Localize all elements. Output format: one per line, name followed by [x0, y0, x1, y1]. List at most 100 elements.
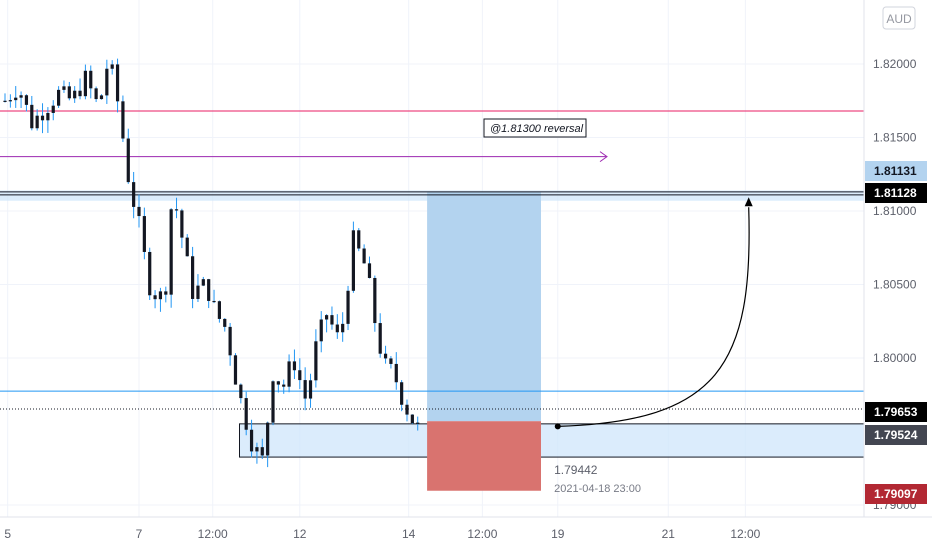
candle-body-10 — [57, 89, 61, 106]
price-badge-2 — [865, 402, 927, 422]
candle-body-17 — [94, 88, 98, 100]
time-tick-label-8: 12:00 — [730, 527, 760, 541]
time-axis-panel[interactable] — [0, 517, 932, 550]
candle-body-7 — [40, 115, 45, 121]
candle-body-6 — [35, 115, 39, 129]
candle-body-70 — [378, 323, 382, 354]
candle-body-8 — [46, 112, 50, 121]
price-badge-1 — [865, 183, 927, 203]
candle-body-36 — [196, 285, 200, 299]
time-tick-label-1: 7 — [136, 527, 143, 541]
candle-body-65 — [351, 230, 355, 291]
price-tick-label-1: 1.81500 — [873, 131, 917, 145]
position-info-price: 1.79442 — [554, 463, 598, 477]
price-tick-label-2: 1.81000 — [873, 204, 917, 218]
candle-body-21 — [115, 64, 120, 102]
price-badge-label-2: 1.79653 — [874, 405, 918, 419]
candle-body-56 — [303, 380, 307, 399]
candlestick-series — [3, 58, 420, 468]
candle-body-47 — [255, 447, 259, 452]
price-axis-ticks: 1.82000 1.81500 1.81000 1.80500 1.80000 1.790… — [873, 57, 917, 512]
candle-body-58 — [314, 341, 318, 381]
long-position-tool[interactable] — [427, 192, 541, 491]
time-tick-label-6: 19 — [551, 527, 565, 541]
reversal-note: @1.81300 reversal — [490, 123, 584, 135]
price-badge-label-3: 1.79524 — [874, 428, 918, 442]
candle-body-54 — [292, 361, 297, 371]
candle-body-3 — [19, 95, 23, 98]
candle-body-53 — [287, 361, 291, 387]
candle-body-42 — [228, 326, 232, 356]
candle-body-1 — [8, 100, 12, 102]
projection-path[interactable] — [554, 197, 753, 430]
candle-body-75 — [405, 404, 409, 415]
price-axis-badges: 1.81131 1.81128 1.79653 1.79524 1.79097 — [865, 161, 927, 504]
time-axis-ticks: 5 7 12:00 12 14 12:00 19 21 12:00 — [4, 527, 760, 541]
time-tick-label-2: 12:00 — [198, 527, 228, 541]
time-tick-label-7: 21 — [662, 527, 676, 541]
candle-body-66 — [357, 230, 361, 249]
candle-body-69 — [373, 277, 377, 324]
position-loss-zone[interactable] — [427, 421, 541, 491]
projection-curve[interactable] — [557, 207, 750, 427]
demand-zone[interactable] — [239, 423, 865, 458]
currency-badge-box[interactable] — [882, 6, 916, 30]
candle-body-26 — [142, 216, 146, 252]
candle-body-59 — [319, 319, 323, 342]
price-badge-label-0: 1.81131 — [874, 164, 917, 178]
price-badge-3 — [865, 425, 927, 445]
price-badge-0 — [865, 161, 927, 181]
candle-body-57 — [308, 380, 313, 399]
candle-body-23 — [126, 138, 130, 183]
reversal-note-box[interactable] — [483, 118, 587, 138]
candle-body-55 — [298, 370, 302, 381]
candle-body-24 — [132, 182, 136, 207]
candle-body-60 — [325, 315, 329, 320]
candle-body-44 — [239, 384, 243, 399]
candle-body-2 — [14, 97, 18, 101]
candle-body-5 — [30, 104, 34, 129]
candle-body-48 — [260, 447, 264, 456]
candle-body-50 — [271, 381, 275, 423]
candle-body-40 — [217, 301, 221, 319]
time-tick-label-5: 12:00 — [467, 527, 497, 541]
candle-body-13 — [73, 90, 77, 99]
currency-badge: AUD — [886, 12, 912, 26]
price-tick-label-3: 1.80500 — [873, 278, 917, 292]
candle-body-33 — [180, 210, 184, 238]
candle-body-71 — [383, 353, 388, 359]
price-badge-label-4: 1.79097 — [874, 487, 918, 501]
candle-body-49 — [266, 422, 270, 456]
candle-body-73 — [394, 363, 398, 383]
candle-body-35 — [191, 256, 195, 299]
candle-body-20 — [110, 64, 114, 69]
time-tick-label-4: 14 — [402, 527, 416, 541]
projection-start-dot — [554, 423, 561, 430]
candle-body-38 — [207, 279, 211, 301]
candle-body-9 — [51, 105, 55, 113]
projection-arrowhead — [744, 197, 753, 207]
candle-body-61 — [330, 315, 334, 325]
candle-body-34 — [185, 237, 189, 257]
candle-body-0 — [3, 100, 7, 102]
time-tick-label-0: 5 — [4, 527, 11, 541]
candle-body-32 — [174, 209, 179, 211]
candle-body-37 — [201, 279, 205, 286]
candle-body-76 — [410, 414, 414, 424]
candle-body-25 — [137, 206, 141, 217]
candle-body-72 — [389, 358, 393, 364]
candle-body-77 — [416, 422, 420, 424]
horizontal-lines[interactable] — [0, 110, 864, 410]
position-profit-zone[interactable] — [427, 192, 541, 422]
candle-body-74 — [400, 382, 404, 405]
candle-body-22 — [121, 101, 125, 139]
candle-body-15 — [83, 70, 87, 97]
candle-body-18 — [99, 95, 104, 100]
candle-body-41 — [223, 318, 227, 327]
price-tick-label-0: 1.82000 — [873, 57, 917, 71]
candle-body-39 — [212, 300, 216, 303]
candle-body-16 — [89, 70, 93, 89]
candle-body-52 — [282, 384, 286, 387]
